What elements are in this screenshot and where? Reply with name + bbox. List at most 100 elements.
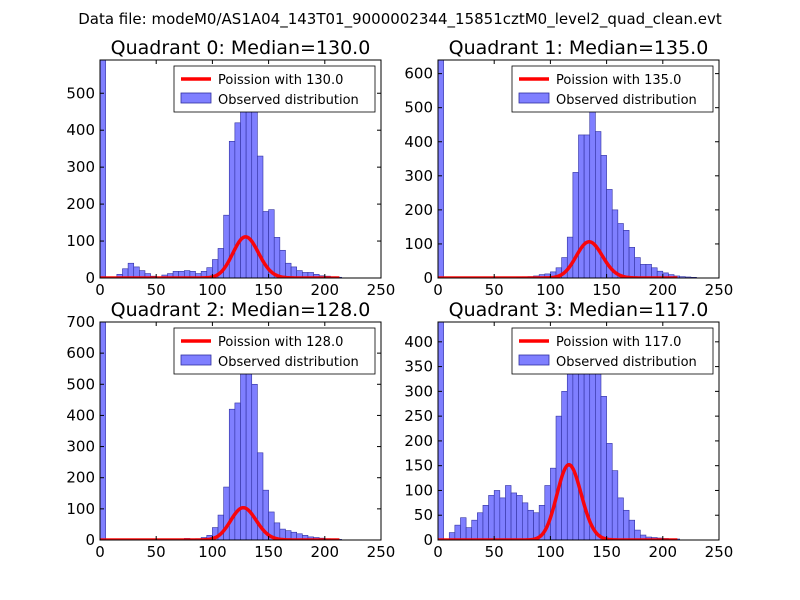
histogram-bar xyxy=(617,497,624,540)
x-tick-label: 200 xyxy=(648,543,677,561)
y-tick-label: 500 xyxy=(66,84,95,102)
histogram-bar xyxy=(273,237,281,278)
histogram-bar xyxy=(640,264,647,278)
legend-bar-swatch xyxy=(180,354,212,366)
histogram-bar xyxy=(510,492,517,540)
y-tick-label: 200 xyxy=(404,432,433,450)
histogram-bar xyxy=(566,236,574,278)
y-tick-label: 50 xyxy=(414,506,433,524)
histogram-bar xyxy=(499,497,506,540)
y-tick-label: 0 xyxy=(423,269,433,287)
legend: Poission with 117.0 Observed distribution xyxy=(511,327,714,375)
axes-frame xyxy=(99,59,382,279)
legend-label-observed: Observed distribution xyxy=(218,355,359,370)
histogram-bar xyxy=(566,356,574,540)
y-tick-label: 500 xyxy=(66,375,95,393)
x-tick-label: 200 xyxy=(648,281,677,299)
y-tick-label: 200 xyxy=(404,201,433,219)
y-tick-label: 200 xyxy=(66,195,95,213)
histogram-bar xyxy=(460,517,467,540)
histogram-bar xyxy=(279,249,286,278)
y-tick-label: 400 xyxy=(66,406,95,424)
histogram-bar xyxy=(634,257,641,278)
histogram-bar xyxy=(645,264,652,278)
panel-quadrant-1: Quadrant 1: Median=135.0 0 50 100 150 200 250 0… xyxy=(404,37,733,299)
y-tick-label: 0 xyxy=(85,531,95,549)
histogram-bar xyxy=(600,396,607,540)
histogram-bar xyxy=(234,122,241,278)
histogram-bar xyxy=(454,524,461,540)
histogram-bar xyxy=(285,262,292,278)
x-tick-label: 150 xyxy=(592,281,621,299)
x-tick-label: 0 xyxy=(433,281,443,299)
histogram-bar xyxy=(240,355,247,540)
x-tick-label: 50 xyxy=(147,543,166,561)
y-tick-label: 300 xyxy=(66,438,95,456)
legend-box xyxy=(173,327,376,375)
legend-box xyxy=(511,65,714,113)
panel-title: Quadrant 2: Median=128.0 xyxy=(111,299,371,321)
bars xyxy=(438,322,680,540)
histogram-bar xyxy=(482,505,489,540)
y-tick-label: 0 xyxy=(423,531,433,549)
legend-label-poisson: Poission with 128.0 xyxy=(218,335,343,350)
histogram-bar xyxy=(516,495,523,540)
histogram-bar xyxy=(617,223,624,278)
histogram-bar xyxy=(521,502,529,540)
panel-title: Quadrant 3: Median=117.0 xyxy=(449,299,709,321)
y-tick-label: 600 xyxy=(66,344,95,362)
histogram-bar xyxy=(595,351,602,540)
legend-label-poisson: Poission with 117.0 xyxy=(556,335,681,350)
histogram-bar xyxy=(623,509,630,540)
histogram-bar xyxy=(240,85,247,278)
y-tick-label: 100 xyxy=(66,500,95,518)
y-tick-label: 300 xyxy=(66,158,95,176)
legend: Poission with 135.0 Observed distribution xyxy=(511,65,714,113)
legend-bar-swatch xyxy=(180,92,212,104)
figure-suptitle: Data file: modeM0/AS1A04_143T01_90000023… xyxy=(78,10,722,29)
panel-title: Quadrant 0: Median=130.0 xyxy=(111,37,371,59)
legend: Poission with 130.0 Observed distribution xyxy=(173,65,376,113)
y-tick-label: 300 xyxy=(404,382,433,400)
y-tick-label: 400 xyxy=(66,121,95,139)
legend-box xyxy=(173,65,376,113)
histogram-bar xyxy=(611,209,619,278)
histogram-bar xyxy=(578,134,585,278)
y-tick-label: 500 xyxy=(404,99,433,117)
histogram-bar xyxy=(234,402,241,540)
legend-label-observed: Observed distribution xyxy=(218,93,359,108)
x-tick-label: 0 xyxy=(95,281,105,299)
x-tick-label: 50 xyxy=(485,543,504,561)
y-tick-label: 100 xyxy=(66,232,95,250)
panel-quadrant-2: Quadrant 2: Median=128.0 0 50 100 150 200 250 0… xyxy=(66,299,395,561)
x-tick-label: 50 xyxy=(485,281,504,299)
x-tick-label: 150 xyxy=(254,281,283,299)
legend-label-poisson: Poission with 130.0 xyxy=(218,73,343,88)
y-tick-label: 400 xyxy=(404,333,433,351)
histogram-bar xyxy=(471,519,478,540)
histogram-bar xyxy=(465,527,473,540)
histogram-bar xyxy=(595,131,602,278)
histogram-bar xyxy=(505,485,512,540)
x-tick-label: 0 xyxy=(95,543,105,561)
histogram-bar xyxy=(100,322,106,540)
x-tick-label: 150 xyxy=(254,543,283,561)
x-tick-label: 0 xyxy=(433,543,443,561)
y-tick-label: 300 xyxy=(404,167,433,185)
legend-box xyxy=(511,327,714,375)
histogram-bar xyxy=(623,230,630,278)
histogram-bar xyxy=(477,512,484,540)
poisson-curve-group xyxy=(438,463,679,540)
histogram-bar xyxy=(628,519,636,540)
histogram-bar xyxy=(611,470,619,540)
y-tick-label: 0 xyxy=(85,269,95,287)
x-tick-label: 250 xyxy=(705,281,734,299)
legend-label-observed: Observed distribution xyxy=(556,355,697,370)
y-tick-label: 100 xyxy=(404,481,433,499)
x-tick-label: 150 xyxy=(592,543,621,561)
legend-bar-swatch xyxy=(518,354,550,366)
histogram-bar xyxy=(628,247,636,278)
y-tick-label: 100 xyxy=(404,235,433,253)
y-tick-label: 150 xyxy=(404,457,433,475)
